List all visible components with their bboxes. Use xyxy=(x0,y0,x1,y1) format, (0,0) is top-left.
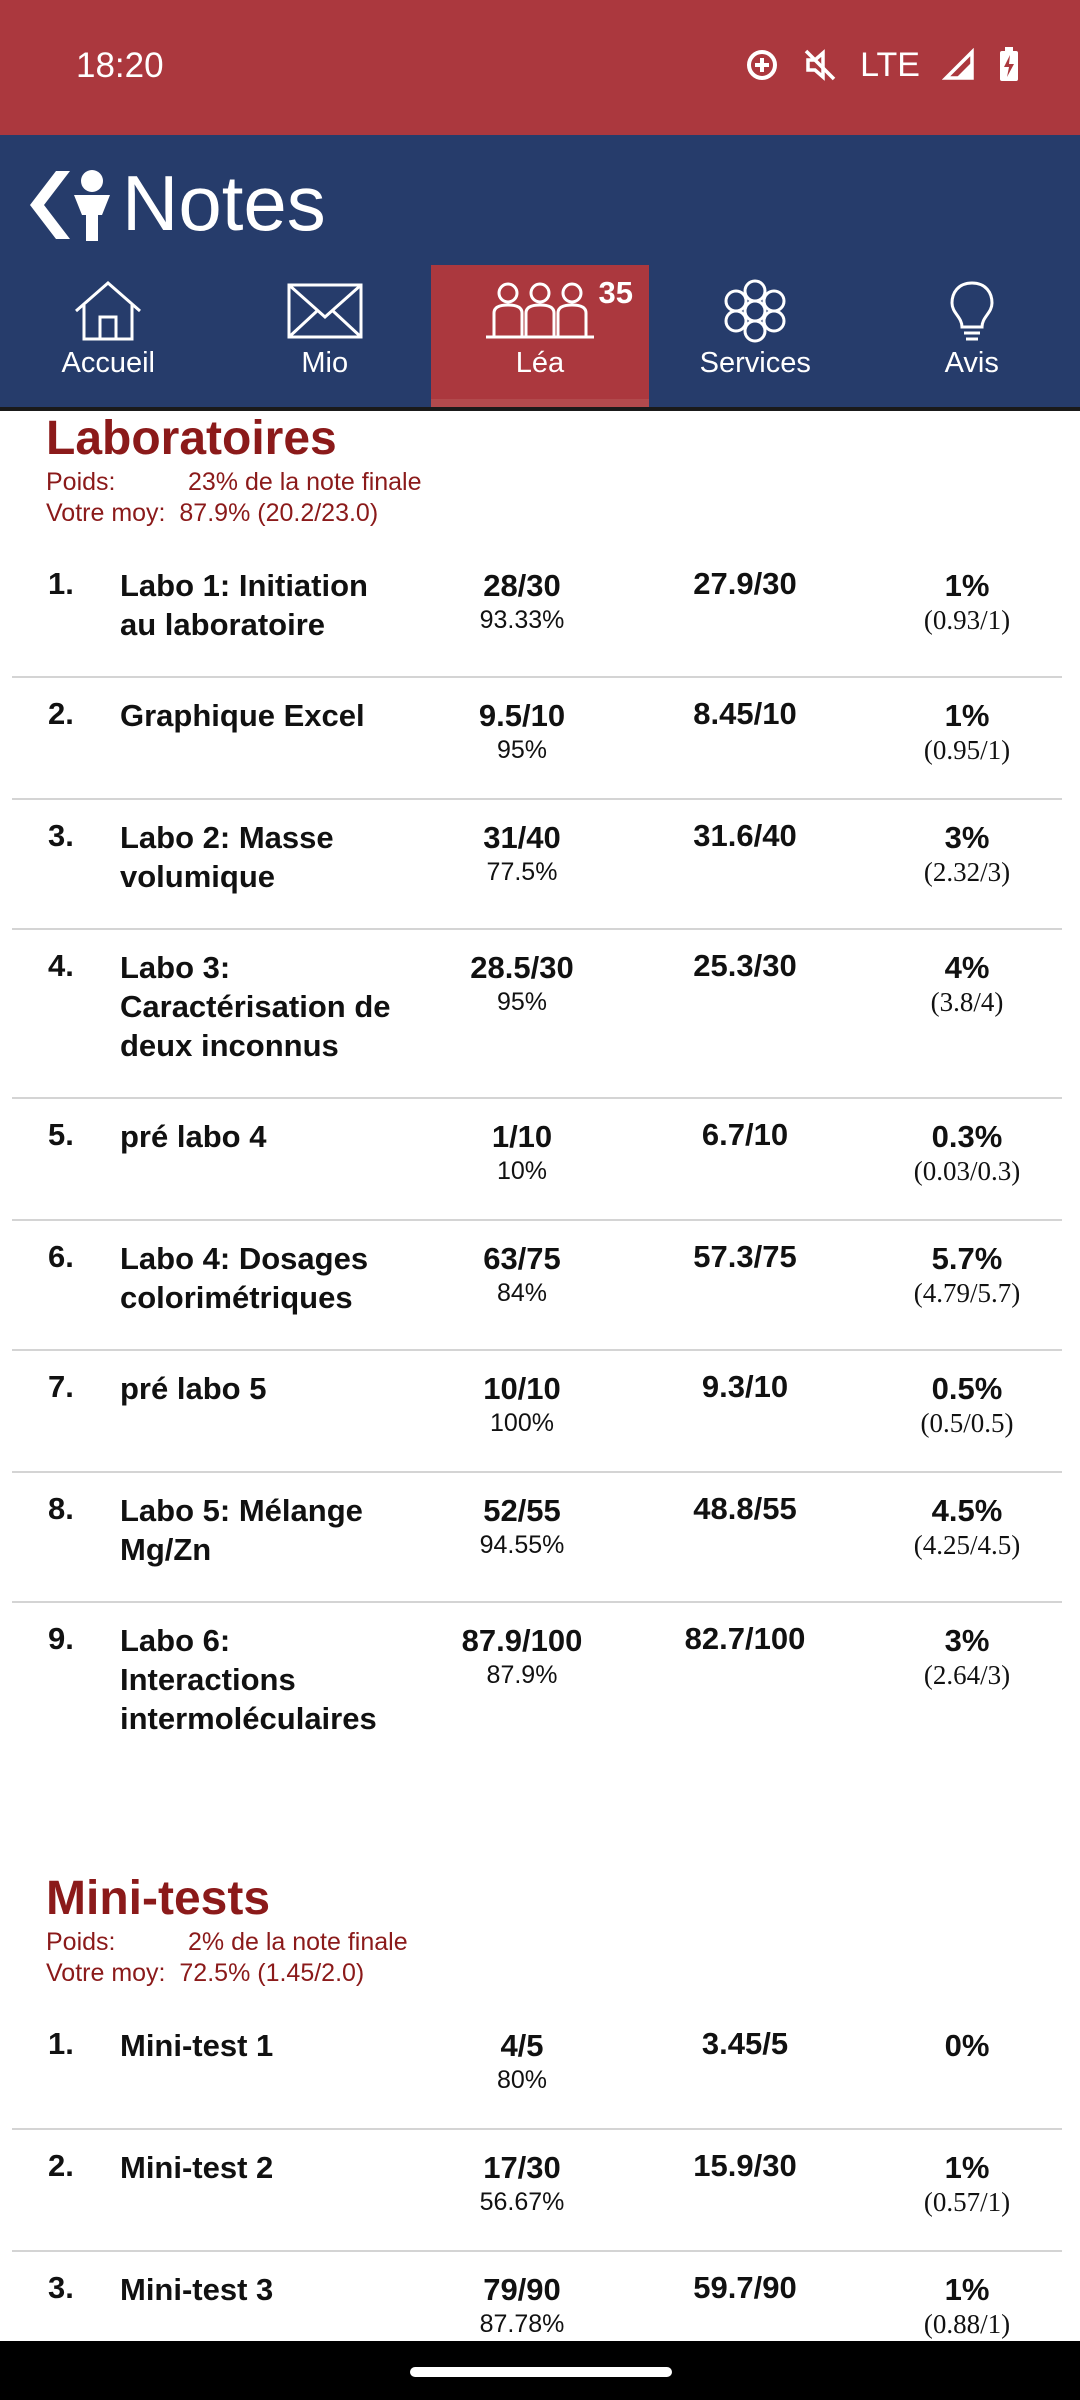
row-divider xyxy=(12,928,1062,930)
data-saver-icon xyxy=(744,47,780,83)
nav-item-services[interactable]: Services xyxy=(647,265,864,407)
nav-item-avis[interactable]: Avis xyxy=(864,265,1080,407)
section-weight: Poids: 2% de la note finale xyxy=(46,1928,408,1956)
home-icon xyxy=(70,279,146,343)
header-divider xyxy=(0,407,1080,411)
main-nav: Accueil Mio Léa 35 xyxy=(0,265,1080,407)
row-divider xyxy=(12,676,1062,678)
row-divider xyxy=(12,798,1062,800)
home-gesture-handle[interactable] xyxy=(410,2367,672,2377)
nav-label-avis: Avis xyxy=(944,347,999,379)
grades-content[interactable]: Laboratoires Poids: 23% de la note finale… xyxy=(0,411,1080,2341)
status-bar: 18:20 LTE xyxy=(0,0,1080,135)
flower-icon xyxy=(719,279,791,343)
mute-icon xyxy=(802,47,838,83)
mail-icon xyxy=(285,279,365,343)
section-average: Votre moy: 87.9% (20.2/23.0) xyxy=(46,499,379,527)
page-title: Notes xyxy=(122,159,326,247)
row-divider xyxy=(12,1471,1062,1473)
row-divider xyxy=(12,2128,1062,2130)
status-time: 18:20 xyxy=(76,46,164,85)
section-title: Laboratoires xyxy=(46,412,337,465)
nav-item-accueil[interactable]: Accueil xyxy=(0,265,217,407)
row-divider xyxy=(12,2250,1062,2252)
people-icon xyxy=(482,279,598,343)
nav-item-mio[interactable]: Mio xyxy=(217,265,434,407)
status-icons: LTE xyxy=(744,40,1020,90)
network-type: LTE xyxy=(860,45,920,84)
battery-charging-icon xyxy=(998,47,1020,83)
nav-item-lea[interactable]: Léa 35 xyxy=(431,265,649,407)
back-chevron-logo-icon[interactable] xyxy=(22,165,122,245)
section-title: Mini-tests xyxy=(46,1872,271,1925)
row-divider xyxy=(12,1097,1062,1099)
section-average: Votre moy: 72.5% (1.45/2.0) xyxy=(46,1959,365,1987)
nav-label-mio: Mio xyxy=(301,347,349,379)
lightbulb-icon xyxy=(948,279,996,343)
notification-badge: 35 xyxy=(598,275,633,310)
section-weight: Poids: 23% de la note finale xyxy=(46,468,422,496)
nav-label-accueil: Accueil xyxy=(61,347,156,379)
nav-label-lea: Léa xyxy=(515,347,565,379)
signal-icon xyxy=(942,48,976,82)
row-divider xyxy=(12,1601,1062,1603)
system-navigation-bar xyxy=(0,2341,1080,2400)
nav-label-services: Services xyxy=(699,347,811,379)
row-divider xyxy=(12,1219,1062,1221)
row-divider xyxy=(12,1349,1062,1351)
app-header: Notes Accueil Mio xyxy=(0,135,1080,407)
